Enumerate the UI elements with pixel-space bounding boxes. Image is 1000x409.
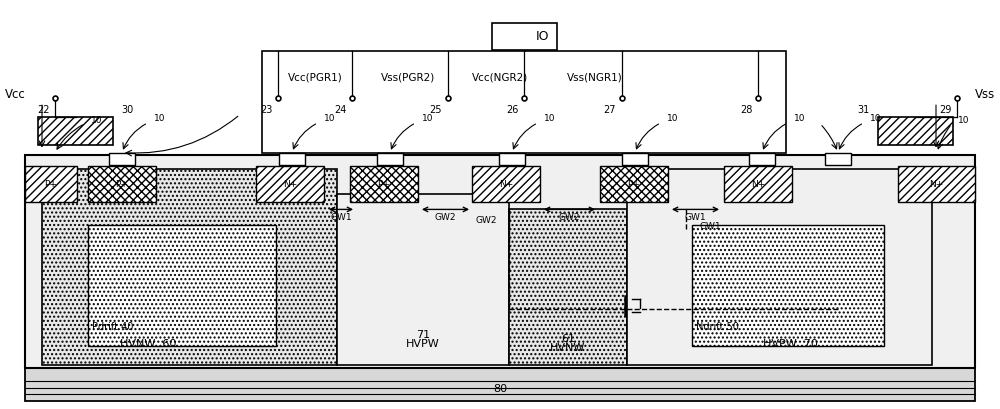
Text: N+: N+: [283, 180, 297, 189]
Text: 80: 80: [493, 384, 507, 393]
Text: GW1: GW1: [700, 222, 722, 231]
Bar: [509, 209, 627, 365]
Text: 61: 61: [561, 335, 575, 344]
Text: 22: 22: [37, 106, 49, 115]
Bar: [377, 153, 403, 165]
Text: 29: 29: [939, 106, 951, 115]
Text: 24: 24: [334, 106, 346, 115]
Text: 10: 10: [91, 116, 103, 125]
Bar: [622, 153, 648, 165]
Text: Ndrift 50: Ndrift 50: [696, 322, 739, 332]
Bar: [627, 169, 932, 365]
Text: HVNW: HVNW: [550, 344, 586, 353]
Text: GW1: GW1: [684, 213, 706, 222]
Text: 10: 10: [958, 116, 970, 125]
Bar: [878, 117, 953, 145]
Text: 10: 10: [544, 114, 556, 123]
Bar: [724, 166, 792, 202]
Text: 10: 10: [154, 114, 166, 123]
Text: 10: 10: [667, 114, 679, 123]
Text: Vcc: Vcc: [5, 88, 26, 101]
Bar: [25, 368, 975, 401]
Bar: [492, 23, 557, 50]
Text: 31: 31: [858, 106, 870, 115]
Text: 27: 27: [604, 106, 616, 115]
Text: P+: P+: [378, 180, 390, 189]
Bar: [88, 225, 276, 346]
Text: 10: 10: [422, 114, 434, 123]
Bar: [279, 153, 305, 165]
Text: IO: IO: [536, 30, 549, 43]
Bar: [350, 166, 418, 202]
Text: Vss: Vss: [975, 88, 995, 101]
Bar: [109, 153, 135, 165]
Text: Pdrift 40: Pdrift 40: [92, 322, 133, 332]
Text: N+: N+: [929, 180, 944, 189]
Text: GW1: GW1: [330, 213, 352, 222]
Bar: [898, 166, 975, 202]
Bar: [749, 153, 775, 165]
Bar: [499, 153, 525, 165]
Bar: [262, 51, 786, 153]
Text: GW2: GW2: [434, 213, 456, 222]
Text: 25: 25: [430, 106, 442, 115]
Text: HVNW  60: HVNW 60: [120, 339, 176, 348]
Text: HVPW  70: HVPW 70: [763, 339, 817, 348]
Text: 10: 10: [794, 114, 806, 123]
Bar: [25, 155, 975, 368]
Text: GW2: GW2: [558, 213, 580, 222]
Text: N+: N+: [499, 180, 513, 189]
Text: GW2: GW2: [476, 216, 497, 225]
Bar: [88, 166, 156, 202]
Bar: [600, 166, 668, 202]
Bar: [25, 166, 77, 202]
Text: P+: P+: [628, 180, 640, 189]
Text: Vcc(NGR2): Vcc(NGR2): [472, 73, 528, 83]
Text: P+: P+: [116, 180, 128, 189]
Text: N+: N+: [751, 180, 765, 189]
Bar: [472, 166, 540, 202]
Text: HVPW: HVPW: [406, 339, 440, 348]
Text: 28: 28: [740, 106, 752, 115]
Text: 26: 26: [506, 106, 518, 115]
Text: 71: 71: [416, 330, 430, 339]
Text: 10: 10: [324, 114, 336, 123]
Bar: [256, 166, 324, 202]
Text: P+: P+: [45, 180, 57, 189]
Bar: [825, 153, 851, 165]
Bar: [692, 225, 884, 346]
Text: Vss(NGR1): Vss(NGR1): [567, 73, 623, 83]
Bar: [38, 117, 113, 145]
Bar: [42, 169, 337, 365]
Text: 23: 23: [260, 106, 272, 115]
Text: 30: 30: [121, 106, 133, 115]
Text: Vcc(PGR1): Vcc(PGR1): [288, 73, 342, 83]
Bar: [337, 194, 509, 365]
Text: 10: 10: [870, 114, 882, 123]
Text: Vss(PGR2): Vss(PGR2): [381, 73, 435, 83]
